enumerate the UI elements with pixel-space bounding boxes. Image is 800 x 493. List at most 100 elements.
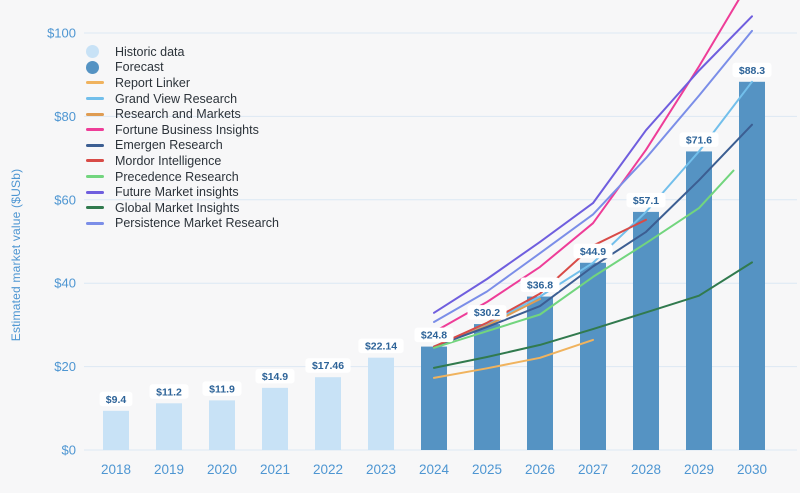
bar-value-chip [255, 368, 295, 384]
legend-marker-shape [86, 159, 104, 163]
legend-item-global-market-insights: Global Market Insights [86, 200, 279, 216]
legend-label: Grand View Research [115, 91, 238, 106]
x-tick-label: 2018 [101, 462, 131, 477]
legend-label: Persistence Market Research [115, 216, 279, 231]
x-tick-label: 2027 [578, 462, 608, 477]
legend-circle-marker [86, 60, 106, 74]
x-tick-label: 2026 [525, 462, 555, 477]
bar-2030 [739, 81, 765, 450]
bar-2026 [527, 296, 553, 450]
y-tick-label: $60 [54, 192, 76, 207]
y-tick-label: $0 [62, 443, 76, 458]
bar-value-label: $71.6 [686, 134, 712, 146]
series-line-mordor-intelligence [433, 218, 647, 348]
legend-line-marker [86, 175, 106, 179]
series-line-report-linker [433, 338, 594, 379]
legend-marker-shape [86, 206, 104, 210]
bar-value-chip [202, 381, 242, 396]
legend-label: Future Market insights [115, 185, 239, 200]
legend-item-historic-data: Historic data [86, 44, 279, 60]
legend-marker-shape [86, 128, 104, 132]
bar-2019 [156, 403, 182, 450]
bar-value-chip [732, 62, 772, 78]
legend-line-marker [86, 81, 106, 85]
legend-line-marker [86, 190, 106, 194]
legend-label: Emergen Research [115, 138, 223, 153]
legend-item-mordor-intelligence: Mordor Intelligence [86, 153, 279, 169]
chart-legend: Historic data Forecast Report Linker Grand … [86, 44, 279, 231]
bar-value-label: $9.4 [106, 394, 127, 406]
x-tick-label: 2019 [154, 462, 184, 477]
legend-marker-shape [86, 175, 104, 179]
series-line-fortune-business-insights [433, 0, 740, 333]
legend-line-marker [86, 112, 106, 116]
legend-marker-shape [86, 190, 104, 194]
bar-value-label: $22.14 [365, 341, 397, 353]
legend-line-marker [86, 97, 106, 101]
bar-value-chip [626, 192, 666, 208]
legend-line-marker [86, 159, 106, 163]
bar-2020 [209, 400, 235, 450]
bar-2025 [474, 324, 500, 450]
bar-value-chip [679, 132, 719, 147]
x-tick-label: 2021 [260, 462, 290, 477]
legend-line-marker [86, 128, 106, 132]
legend-marker-shape [86, 45, 99, 59]
legend-item-persistence-market-research: Persistence Market Research [86, 216, 279, 232]
legend-marker-shape [86, 97, 104, 101]
bar-2027 [580, 262, 606, 450]
bar-value-chip [99, 391, 133, 407]
legend-marker-shape [86, 221, 104, 225]
legend-item-precedence-research: Precedence Research [86, 169, 279, 185]
legend-marker-shape [86, 112, 104, 116]
bar-value-label: $14.9 [262, 371, 288, 383]
legend-marker-shape [86, 60, 99, 74]
bar-value-label: $30.2 [474, 307, 500, 319]
legend-label: Mordor Intelligence [115, 153, 222, 168]
series-line-global-market-insights [433, 261, 753, 369]
y-tick-label: $20 [54, 359, 76, 374]
bar-2023 [368, 357, 394, 450]
x-tick-label: 2022 [313, 462, 343, 477]
bar-value-label: $36.8 [527, 280, 553, 292]
bar-value-chip [305, 358, 351, 373]
series-line-precedence-research [433, 169, 735, 349]
bar-value-chip [414, 327, 454, 343]
x-tick-label: 2025 [472, 462, 502, 477]
legend-marker-shape [86, 81, 104, 85]
y-axis-title: Estimated market value ($USb) [9, 168, 23, 342]
series-line-emergen-research [433, 123, 753, 348]
bar-value-label: $24.8 [421, 330, 447, 342]
bar-value-chip [467, 305, 507, 320]
bar-2018 [103, 410, 129, 450]
legend-item-grand-view-research: Grand View Research [86, 91, 279, 107]
legend-item-future-market-insights: Future Market insights [86, 184, 279, 200]
legend-circle-marker [86, 45, 106, 59]
legend-line-marker [86, 221, 106, 225]
legend-label: Precedence Research [115, 169, 239, 184]
series-line-future-market-insights [433, 15, 753, 314]
bar-value-chip [358, 338, 404, 354]
y-tick-label: $100 [47, 26, 76, 41]
legend-label: Report Linker [115, 75, 191, 90]
bar-value-chip [573, 243, 613, 259]
x-tick-label: 2030 [737, 462, 767, 477]
series-line-grand-view-research [433, 80, 753, 348]
legend-label: Fortune Business Insights [115, 122, 259, 137]
bar-2028 [633, 211, 659, 450]
bar-value-label: $44.9 [580, 246, 606, 258]
legend-line-marker [86, 143, 106, 147]
bar-2024 [421, 346, 447, 450]
legend-item-fortune-business-insights: Fortune Business Insights [86, 122, 279, 138]
bar-value-label: $11.2 [156, 386, 182, 398]
x-tick-label: 2028 [631, 462, 661, 477]
bar-value-label: $88.3 [739, 65, 765, 77]
x-tick-label: 2024 [419, 462, 450, 477]
legend-item-report-linker: Report Linker [86, 75, 279, 91]
bar-value-chip [520, 277, 560, 293]
x-tick-label: 2029 [684, 462, 714, 477]
legend-label: Research and Markets [115, 107, 241, 122]
legend-item-forecast: Forecast [86, 60, 279, 76]
